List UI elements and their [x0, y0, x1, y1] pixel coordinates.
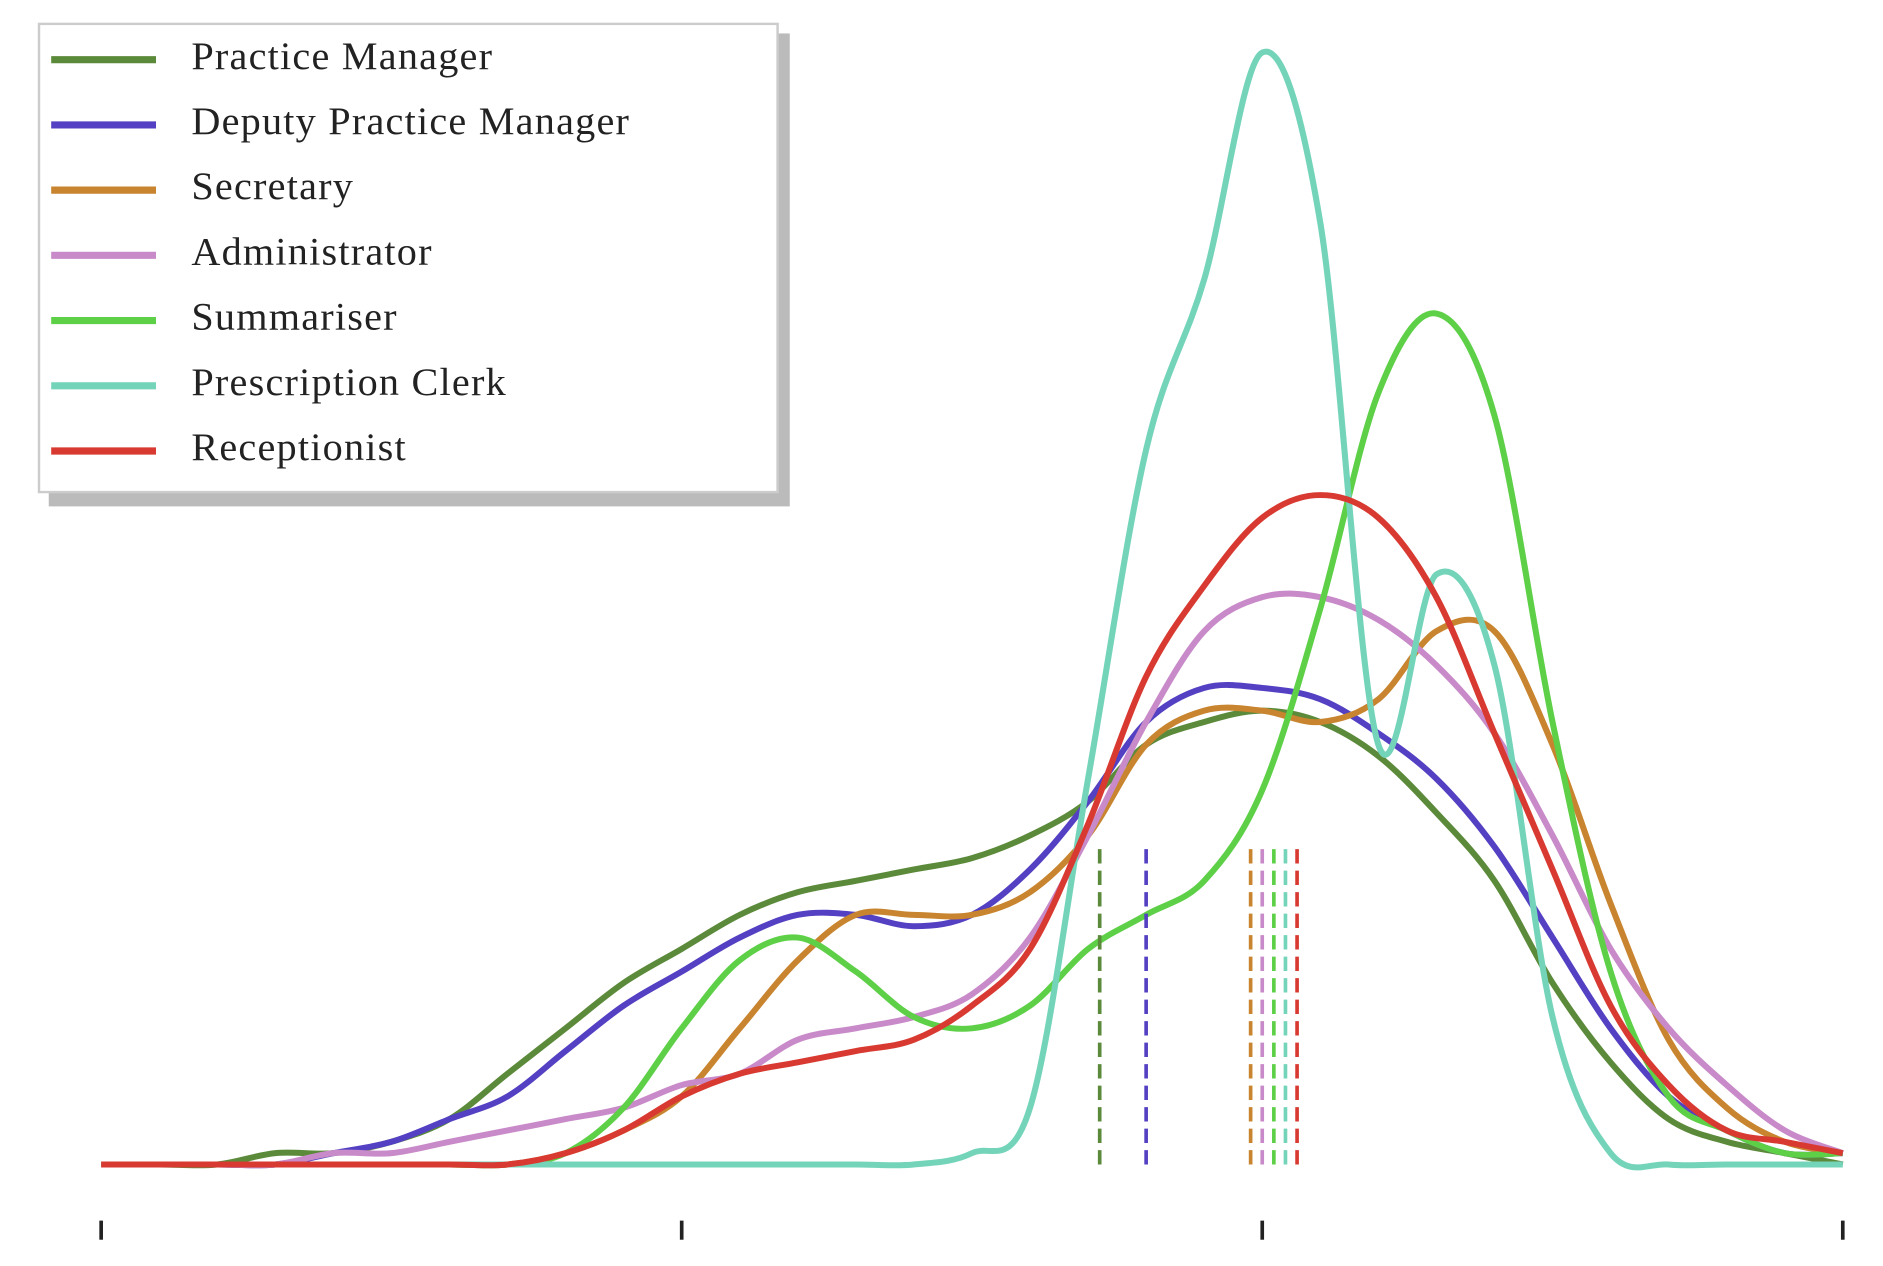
density-line [101, 492, 1844, 1169]
density-line [101, 681, 1843, 1169]
density-line [101, 590, 1844, 1169]
legend: Practice Manager Deputy Practice Manager S… [37, 22, 790, 507]
legend-label: Deputy Practice Manager [191, 99, 630, 143]
legend-label: Receptionist [191, 425, 407, 469]
legend-label: Administrator [191, 230, 432, 274]
legend-label: Practice Manager [191, 34, 493, 78]
legend-box [37, 22, 779, 494]
legend-label: Summariser [191, 295, 397, 339]
legend-label: Prescription Clerk [191, 360, 507, 404]
plot-area [99, 48, 1845, 1240]
legend-label: Secretary [191, 165, 354, 209]
